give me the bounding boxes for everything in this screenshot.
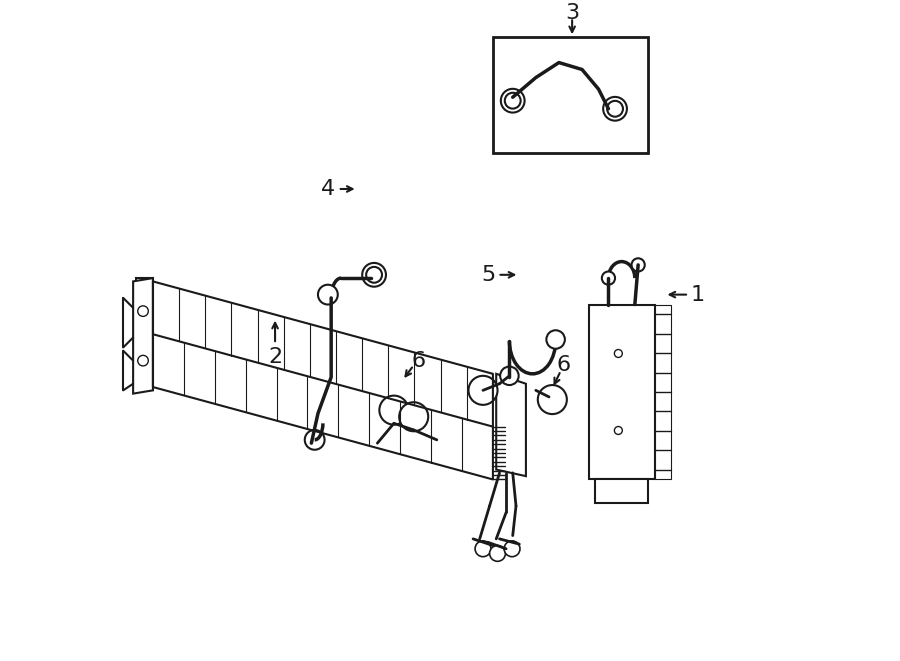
Circle shape: [608, 101, 623, 117]
Circle shape: [490, 545, 506, 561]
Text: 5: 5: [482, 265, 495, 285]
Circle shape: [475, 541, 491, 557]
Circle shape: [380, 396, 409, 424]
Circle shape: [632, 258, 644, 272]
Circle shape: [603, 97, 627, 121]
Circle shape: [500, 89, 525, 112]
Circle shape: [504, 541, 520, 557]
Circle shape: [366, 267, 382, 283]
Circle shape: [505, 93, 520, 108]
Text: 3: 3: [565, 3, 580, 22]
Bar: [595, 479, 648, 502]
Circle shape: [400, 402, 428, 431]
Bar: [589, 305, 654, 479]
Circle shape: [138, 356, 148, 366]
Circle shape: [404, 407, 423, 426]
Circle shape: [615, 350, 622, 358]
Text: 1: 1: [690, 285, 705, 305]
Bar: [137, 278, 153, 391]
Bar: [654, 305, 671, 479]
Circle shape: [318, 285, 338, 305]
Text: 6: 6: [411, 350, 426, 371]
Circle shape: [473, 381, 492, 400]
Polygon shape: [133, 278, 153, 394]
Text: 2: 2: [268, 347, 282, 368]
Text: 6: 6: [556, 355, 571, 375]
Circle shape: [362, 263, 386, 287]
Circle shape: [543, 391, 562, 408]
Text: 4: 4: [320, 179, 335, 199]
Circle shape: [602, 272, 615, 285]
Circle shape: [469, 376, 498, 405]
Circle shape: [538, 385, 567, 414]
Circle shape: [305, 430, 325, 449]
Circle shape: [500, 367, 518, 385]
Circle shape: [546, 330, 565, 349]
Circle shape: [384, 401, 403, 419]
Circle shape: [615, 426, 622, 434]
Polygon shape: [496, 374, 526, 476]
Circle shape: [138, 306, 148, 317]
Bar: [493, 37, 648, 153]
